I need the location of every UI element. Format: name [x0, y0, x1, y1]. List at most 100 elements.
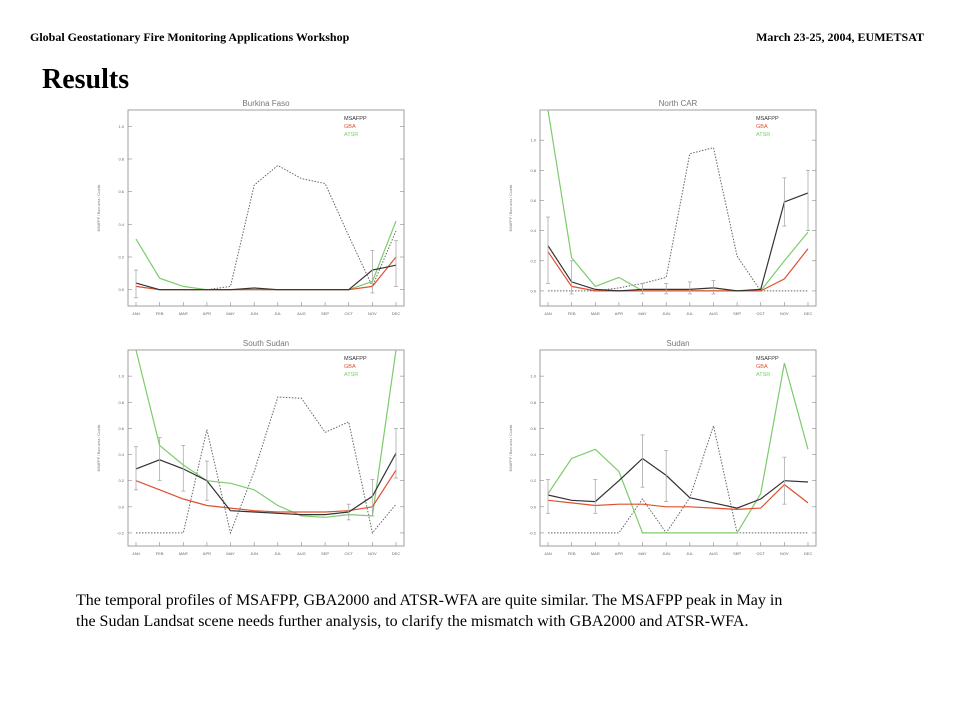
y-axis-label: MSAFPP / Burn area / Counts — [97, 184, 101, 231]
chart-svg: South Sudan MSAFPP / Burn area / Counts -0… — [97, 339, 405, 556]
series-atsr-line — [135, 220, 397, 291]
chart-sudan: Sudan MSAFPP / Burn area / Counts -0.2 0.0 0… — [504, 336, 824, 568]
x-tick-label: DEC — [392, 551, 401, 556]
x-tick-label: JUL — [686, 311, 694, 316]
x-tick-label: OCT — [345, 551, 354, 556]
x-tick-label: JUN — [662, 551, 670, 556]
y-tick-label: 0.6 — [118, 189, 124, 194]
legend-atsr: ATSR — [756, 132, 770, 138]
series-gba-line — [135, 256, 397, 291]
y-tick-label: 0.2 — [118, 255, 124, 260]
legend-gba: GBA — [344, 124, 356, 130]
chart-burkina-faso: Burkina Faso MSAFPP / Burn area / Counts 0… — [92, 96, 412, 328]
x-tick-label: SEP — [733, 551, 741, 556]
x-tick-label: FEB — [568, 311, 576, 316]
y-tick-label: -0.2 — [529, 530, 537, 535]
y-tick-label: 0.2 — [118, 478, 124, 483]
y-tick-label: 1.0 — [530, 374, 536, 379]
legend-msafpp: MSAFPP — [344, 356, 367, 362]
x-tick-label: MAY — [638, 551, 647, 556]
y-tick-label: 0.0 — [118, 504, 124, 509]
plot-area — [546, 109, 810, 295]
x-tick-label: FEB — [156, 551, 164, 556]
legend-msafpp: MSAFPP — [756, 356, 779, 362]
plot-area — [134, 349, 398, 535]
y-tick-label: 0.4 — [530, 452, 536, 457]
x-tick-label: SEP — [321, 311, 329, 316]
x-tick-label: DEC — [804, 311, 813, 316]
x-tick-label: MAY — [226, 551, 235, 556]
y-tick-label: 0.4 — [118, 452, 124, 457]
x-tick-label: AUG — [297, 551, 306, 556]
x-tick-label: FEB — [156, 311, 164, 316]
y-tick-label: 1.0 — [118, 374, 124, 379]
plot-area — [134, 164, 398, 299]
x-tick-label: FEB — [568, 551, 576, 556]
legend-gba: GBA — [344, 364, 356, 370]
chart-north-car: North CAR MSAFPP / Burn area / Counts 0.0 0… — [504, 96, 824, 328]
x-tick-label: MAR — [591, 311, 600, 316]
y-tick-label: 0.0 — [118, 287, 124, 292]
x-tick-label: AUG — [297, 311, 306, 316]
y-axis-label: MSAFPP / Burn area / Counts — [509, 184, 513, 231]
x-tick-label: DEC — [804, 551, 813, 556]
series-landsat-line — [135, 164, 397, 291]
header-workshop-title: Global Geostationary Fire Monitoring App… — [30, 30, 350, 44]
x-tick-label: NOV — [780, 551, 789, 556]
y-tick-label: 0.0 — [530, 288, 536, 293]
y-tick-label: 0.0 — [530, 504, 536, 509]
x-tick-label: JUL — [686, 551, 694, 556]
y-tick-label: 0.6 — [530, 426, 536, 431]
series-msafpp-line — [547, 192, 809, 292]
chart-south-sudan: South Sudan MSAFPP / Burn area / Counts -0… — [92, 336, 412, 568]
series-msafpp-line — [547, 457, 809, 509]
x-tick-label: OCT — [757, 551, 766, 556]
plot-area — [546, 362, 809, 534]
x-tick-label: MAY — [638, 311, 647, 316]
series-landsat-line — [548, 147, 808, 292]
caption-line-2: the Sudan Landsat scene needs further an… — [76, 613, 749, 630]
y-tick-label: 0.2 — [530, 258, 536, 263]
legend-atsr: ATSR — [756, 372, 770, 378]
legend-gba: GBA — [756, 364, 768, 370]
x-tick-label: APR — [203, 551, 211, 556]
plot-frame — [539, 109, 817, 307]
y-axis-label: MSAFPP / Burn area / Counts — [509, 424, 513, 471]
x-tick-label: MAR — [179, 551, 188, 556]
x-tick-label: AUG — [709, 551, 718, 556]
x-tick-label: SEP — [321, 551, 329, 556]
header-date-location: March 23-25, 2004, EUMETSAT — [756, 30, 924, 44]
series-msafpp-line — [135, 264, 397, 291]
legend-msafpp: MSAFPP — [756, 116, 779, 122]
x-tick-label: NOV — [368, 551, 377, 556]
caption: The temporal profiles of MSAFPP, GBA2000… — [76, 590, 916, 632]
y-tick-label: 1.0 — [118, 124, 124, 129]
y-tick-label: 0.6 — [530, 198, 536, 203]
chart-title: North CAR — [659, 99, 698, 108]
y-tick-label: 0.8 — [530, 168, 536, 173]
x-tick-label: APR — [615, 311, 623, 316]
plot-frame — [127, 109, 405, 307]
series-landsat-line — [136, 396, 397, 535]
x-tick-label: JUL — [274, 311, 282, 316]
chart-svg: Sudan MSAFPP / Burn area / Counts -0.2 0.0 0… — [509, 339, 817, 556]
y-tick-label: 0.8 — [530, 400, 536, 405]
chart-svg: Burkina Faso MSAFPP / Burn area / Counts 0… — [97, 99, 405, 316]
plot-frame — [539, 349, 817, 547]
x-tick-label: JAN — [132, 311, 140, 316]
x-tick-label: MAR — [591, 551, 600, 556]
chart-title: South Sudan — [243, 339, 289, 348]
x-tick-label: JUN — [250, 311, 258, 316]
x-tick-label: MAR — [179, 311, 188, 316]
series-gba-line — [547, 248, 809, 292]
y-tick-label: 0.8 — [118, 400, 124, 405]
x-tick-label: OCT — [757, 311, 766, 316]
series-msafpp-line — [135, 452, 397, 516]
legend-atsr: ATSR — [344, 372, 358, 378]
x-tick-label: APR — [615, 551, 623, 556]
x-tick-label: OCT — [345, 311, 354, 316]
y-tick-label: 0.8 — [118, 157, 124, 162]
x-tick-label: SEP — [733, 311, 741, 316]
chart-title: Sudan — [666, 339, 689, 348]
x-tick-label: JUN — [662, 311, 670, 316]
